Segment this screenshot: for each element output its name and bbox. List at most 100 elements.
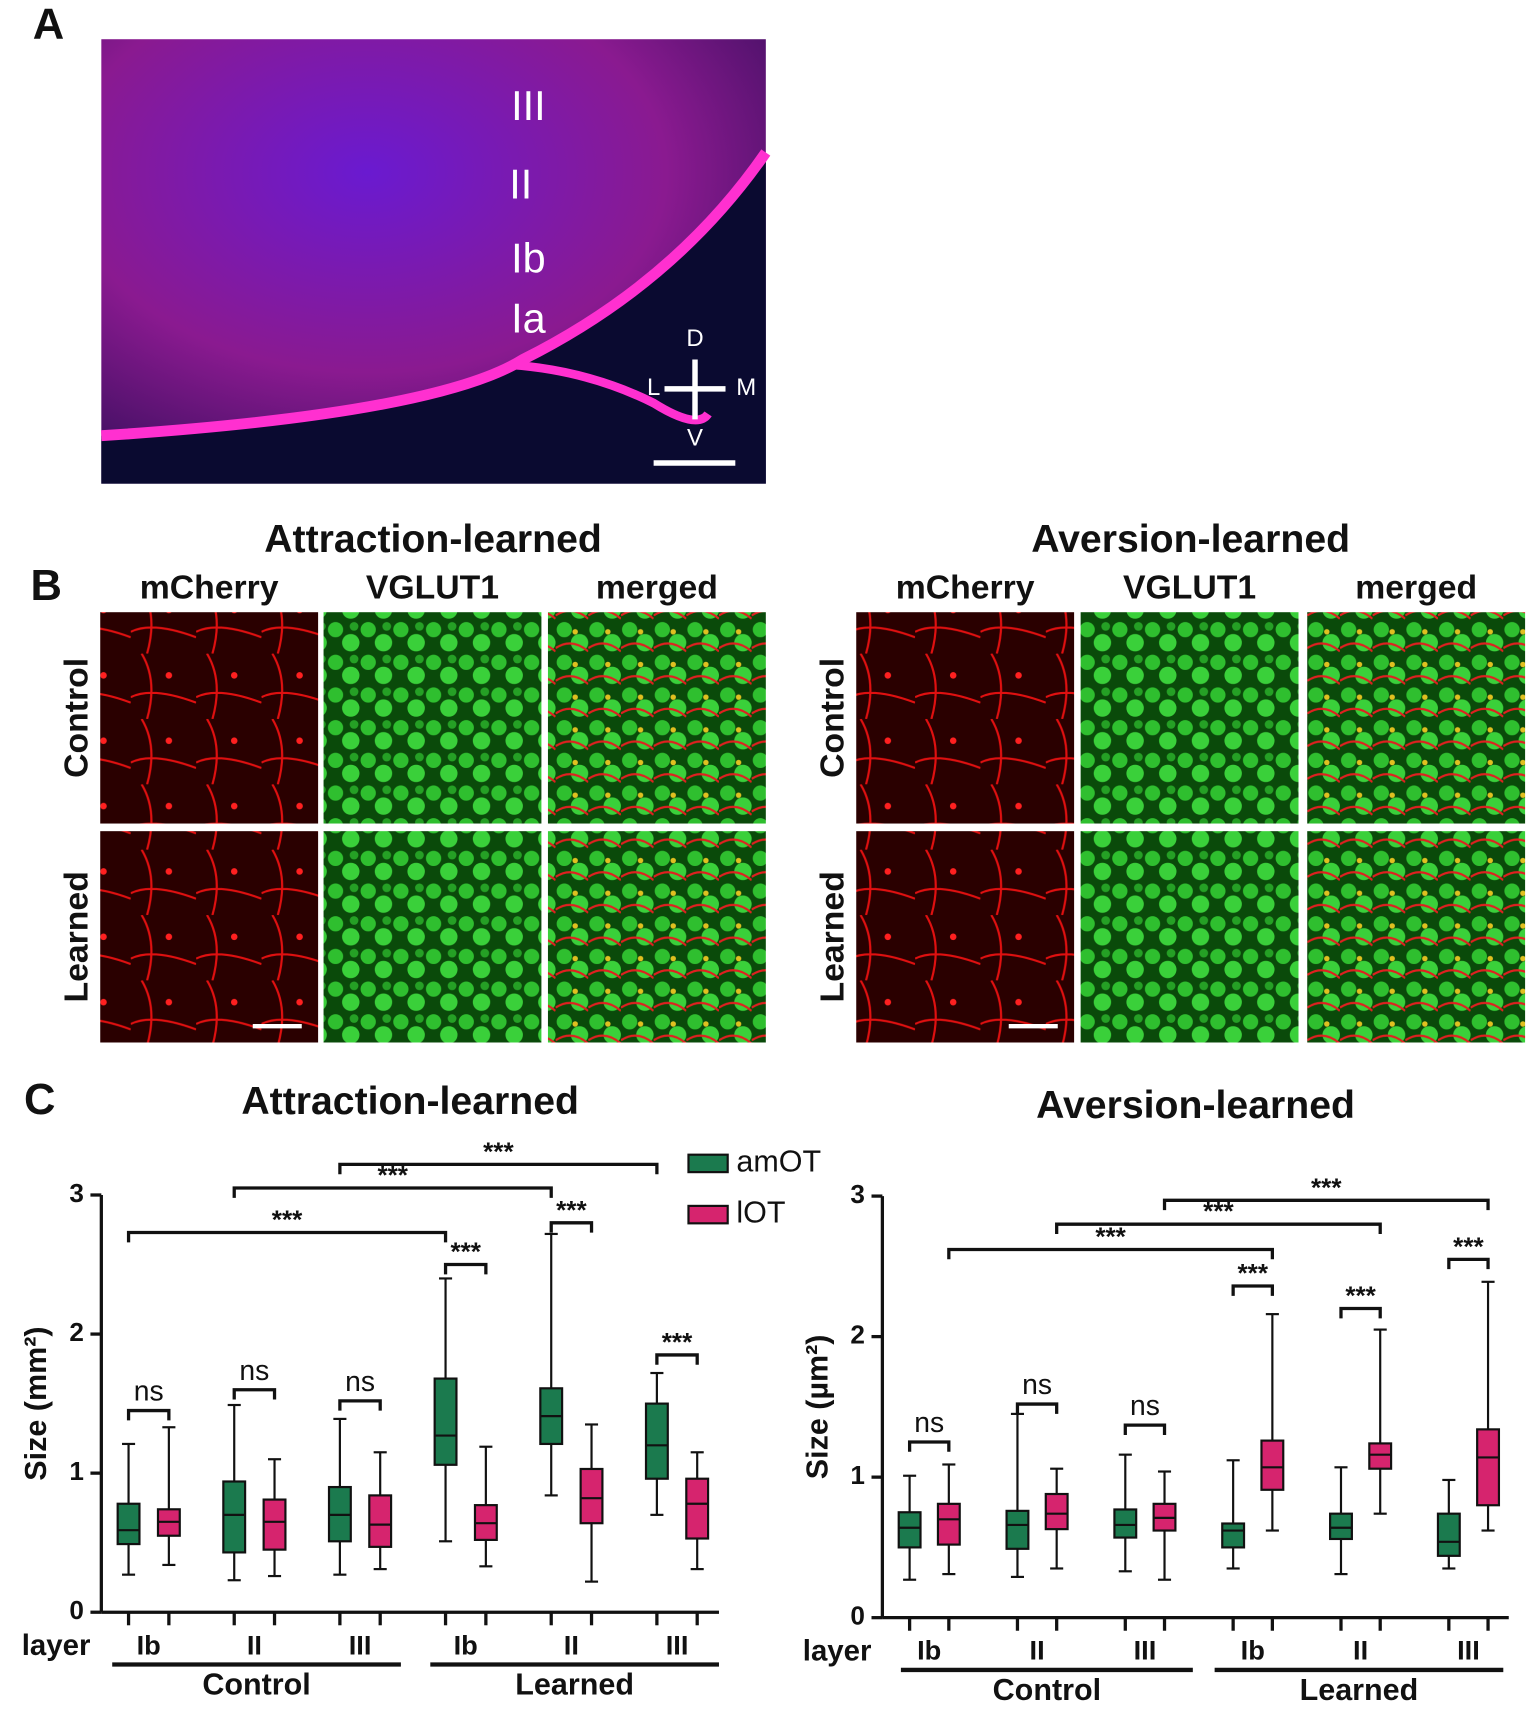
- box: [1260, 1439, 1285, 1491]
- significance-bracket: [1123, 1423, 1167, 1435]
- micrograph-tile: [547, 831, 766, 1043]
- significance-label: ns: [345, 1366, 375, 1398]
- surface-band: [100, 149, 771, 442]
- x-tick-label: II: [564, 1629, 579, 1660]
- box: [1436, 1512, 1461, 1557]
- y-tick-label: 0: [850, 1601, 865, 1631]
- layer-label: II: [509, 161, 532, 207]
- significance-bracket: [1162, 1198, 1490, 1211]
- background-region: [101, 152, 766, 484]
- compass: [664, 359, 726, 420]
- column-header: VGLUT1: [1123, 568, 1256, 606]
- significance-label: ns: [239, 1355, 269, 1387]
- significance-label: ***: [1095, 1222, 1126, 1252]
- x-axis-label: layer: [22, 1629, 91, 1662]
- layer-label: III: [511, 83, 546, 129]
- group-label: Learned: [515, 1667, 634, 1701]
- significance-label: ***: [1453, 1231, 1484, 1261]
- micrograph-tile: [100, 612, 319, 824]
- significance-label: ***: [272, 1205, 303, 1235]
- panel-label: C: [24, 1076, 55, 1124]
- group-title: Aversion-learned: [1031, 518, 1350, 561]
- micrograph-tile: [1080, 831, 1299, 1043]
- significance-label: ***: [1237, 1258, 1268, 1288]
- box: [116, 1502, 141, 1546]
- column-header: merged: [1355, 568, 1477, 606]
- micrograph-tile: [323, 831, 542, 1043]
- significance-bracket: [907, 1440, 951, 1452]
- significance-bracket: [1231, 1284, 1274, 1296]
- significance-label: ***: [483, 1136, 514, 1166]
- axis-direction: L: [647, 374, 660, 401]
- legend-swatch: [687, 1153, 729, 1174]
- legend-label: amOT: [736, 1144, 821, 1178]
- group-label: Control: [202, 1667, 310, 1701]
- box: [222, 1480, 247, 1554]
- significance-label: ns: [1130, 1390, 1160, 1422]
- significance-label: ns: [914, 1407, 944, 1439]
- significance-label: ***: [1311, 1172, 1342, 1202]
- significance-bracket: [947, 1247, 1274, 1260]
- micrograph-tile: [1307, 831, 1526, 1043]
- significance-label: ***: [556, 1195, 587, 1225]
- significance-bracket: [338, 1162, 659, 1175]
- surface-band: [511, 360, 712, 425]
- x-tick-label: III: [349, 1629, 372, 1660]
- panel-label: A: [33, 1, 64, 49]
- x-tick-label: Ib: [917, 1635, 941, 1666]
- y-tick-label: 1: [850, 1460, 865, 1490]
- significance-bracket: [1339, 1306, 1382, 1319]
- x-tick-label: II: [1030, 1635, 1045, 1666]
- significance-bracket: [232, 1186, 553, 1198]
- y-tick-label: 2: [850, 1320, 865, 1350]
- axis-direction: M: [736, 374, 756, 401]
- column-header: mCherry: [896, 568, 1035, 606]
- box: [1476, 1428, 1501, 1507]
- y-axis-label: Size (µm²): [800, 1335, 834, 1480]
- y-tick-label: 1: [69, 1456, 84, 1486]
- y-tick-label: 3: [850, 1179, 865, 1209]
- significance-label: ***: [450, 1237, 481, 1267]
- micrograph-tile: [100, 831, 319, 1043]
- box: [1113, 1508, 1138, 1539]
- row-label: Learned: [57, 871, 95, 1002]
- y-tick-label: 0: [69, 1595, 84, 1625]
- significance-label: ***: [662, 1327, 693, 1357]
- box: [1044, 1492, 1069, 1531]
- micrograph-tile: [856, 831, 1075, 1043]
- group-label: Learned: [1300, 1673, 1419, 1707]
- box: [433, 1377, 458, 1466]
- layer-label: Ia: [511, 295, 546, 341]
- box: [262, 1498, 287, 1551]
- x-tick-label: Ib: [137, 1629, 161, 1660]
- box: [1221, 1522, 1246, 1549]
- significance-bracket: [549, 1221, 594, 1233]
- significance-label: ns: [1022, 1369, 1052, 1401]
- significance-bracket: [1015, 1402, 1059, 1414]
- box: [644, 1402, 669, 1480]
- box: [1329, 1512, 1353, 1541]
- significance-bracket: [655, 1353, 699, 1365]
- x-axis-label: layer: [803, 1634, 872, 1667]
- box: [579, 1467, 604, 1525]
- box: [368, 1494, 393, 1548]
- group-label: Control: [993, 1673, 1101, 1707]
- chart-title: Aversion-learned: [1036, 1084, 1355, 1127]
- x-tick-label: III: [666, 1629, 689, 1660]
- y-tick-label: 2: [69, 1317, 84, 1347]
- group-title: Attraction-learned: [264, 518, 602, 561]
- box: [936, 1502, 961, 1546]
- x-tick-label: Ib: [454, 1629, 478, 1660]
- micrograph-tile: [547, 612, 766, 824]
- y-axis-label: Size (mm²): [19, 1326, 53, 1480]
- column-header: merged: [596, 568, 718, 606]
- x-tick-label: II: [247, 1629, 262, 1660]
- significance-bracket: [1055, 1222, 1382, 1234]
- box: [685, 1477, 710, 1540]
- significance-bracket: [338, 1399, 382, 1411]
- axis-direction: D: [686, 325, 703, 352]
- y-tick-label: 3: [69, 1178, 84, 1208]
- chart-title: Attraction-learned: [241, 1080, 579, 1123]
